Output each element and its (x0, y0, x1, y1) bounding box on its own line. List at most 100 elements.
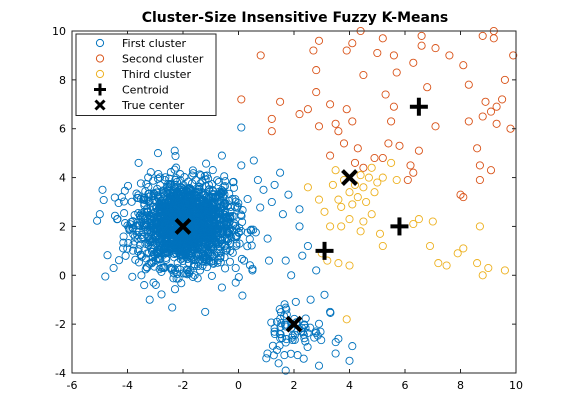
data-point-series-1 (237, 161, 246, 170)
data-point-series-1 (95, 210, 104, 219)
data-point-series-1 (204, 229, 213, 238)
data-point-series-1 (215, 209, 224, 218)
data-point-series-2 (378, 34, 387, 43)
data-point-series-1 (217, 283, 226, 292)
data-point-series-1 (175, 198, 185, 207)
data-point-series-1 (194, 213, 203, 222)
data-point-series-3 (362, 197, 371, 207)
data-point-series-3 (326, 222, 335, 231)
data-point-series-3 (337, 222, 346, 231)
data-point-series-2 (342, 46, 351, 55)
data-point-series-1 (201, 234, 210, 243)
data-point-series-1 (143, 218, 152, 227)
data-point-series-1 (215, 214, 224, 223)
data-point-series-1 (222, 236, 231, 245)
data-point-series-1 (110, 211, 120, 220)
data-point-series-1 (221, 264, 230, 273)
data-point-series-1 (221, 177, 230, 186)
legend-label: Third cluster (121, 68, 191, 81)
data-point-series-3 (337, 202, 346, 211)
data-point-series-1 (199, 251, 208, 260)
data-point-series-1 (195, 235, 204, 244)
data-point-series-1 (233, 203, 242, 212)
data-point-series-1 (207, 271, 216, 280)
data-point-series-1 (256, 203, 265, 212)
data-point-series-1 (140, 207, 149, 216)
data-point-series-1 (288, 335, 297, 345)
data-point-series-1 (267, 197, 276, 207)
data-point-series-3 (334, 259, 343, 268)
data-point-series-1 (216, 258, 225, 267)
data-point-series-2 (464, 117, 473, 126)
data-point-series-1 (120, 209, 129, 218)
x-tick-label: -6 (67, 379, 78, 392)
legend-label: Second cluster (122, 53, 204, 66)
data-point-series-2 (409, 168, 418, 177)
data-point-series-1 (238, 291, 247, 300)
data-point-series-1 (270, 327, 279, 336)
data-point-series-1 (163, 202, 172, 211)
data-point-series-3 (345, 261, 354, 270)
data-point-series-1 (277, 319, 286, 328)
chart-title: Cluster-Size Insensitive Fuzzy K-Means (142, 10, 449, 26)
data-point-series-1 (189, 169, 198, 178)
data-point-series-1 (114, 256, 124, 265)
data-point-series-1 (295, 222, 304, 231)
centroid-marker (315, 241, 334, 260)
data-point-series-2 (417, 41, 426, 50)
data-point-series-2 (312, 66, 321, 75)
data-point-series-1 (132, 189, 141, 198)
data-point-series-1 (221, 214, 231, 223)
data-point-series-3 (442, 261, 451, 270)
data-point-series-1 (109, 263, 118, 273)
data-point-series-1 (155, 255, 164, 264)
data-point-series-1 (243, 242, 252, 251)
data-point-series-2 (478, 112, 487, 121)
data-point-series-1 (204, 224, 213, 233)
data-point-series-1 (155, 222, 165, 231)
data-point-series-1 (223, 227, 232, 236)
data-point-series-1 (293, 351, 302, 360)
data-point-series-1 (119, 244, 128, 253)
data-point-series-1 (154, 169, 163, 179)
data-point-series-1 (221, 241, 230, 250)
data-point-series-3 (323, 256, 332, 265)
data-point-series-1 (194, 188, 203, 197)
data-point-series-2 (389, 51, 398, 60)
data-point-series-3 (378, 173, 387, 182)
legend-label: True center (121, 99, 185, 112)
data-point-series-1 (348, 342, 357, 351)
data-point-series-1 (235, 223, 244, 233)
data-point-series-1 (171, 248, 180, 257)
data-point-series-1 (146, 168, 155, 177)
true-center-marker (174, 218, 192, 235)
data-point-series-2 (464, 80, 473, 89)
data-point-series-1 (177, 279, 186, 288)
data-point-series-1 (170, 285, 180, 294)
data-point-series-3 (500, 266, 509, 275)
data-point-series-1 (137, 271, 146, 280)
data-point-series-1 (145, 259, 154, 268)
data-point-series-2 (500, 75, 509, 84)
data-point-series-1 (299, 354, 308, 363)
centroid-marker (409, 97, 428, 116)
data-point-series-3 (303, 183, 312, 192)
data-point-series-1 (123, 181, 133, 190)
data-point-series-2 (373, 48, 382, 58)
data-point-series-3 (414, 215, 423, 224)
data-point-series-1 (191, 176, 200, 185)
data-point-series-1 (157, 290, 166, 299)
data-point-series-1 (210, 199, 219, 208)
data-point-series-1 (184, 243, 193, 252)
data-point-series-1 (178, 232, 188, 241)
data-point-series-1 (157, 197, 166, 206)
data-point-series-2 (431, 44, 440, 53)
data-point-series-2 (384, 139, 393, 148)
data-point-series-1 (141, 187, 150, 196)
data-point-series-1 (187, 193, 196, 202)
data-point-series-1 (170, 146, 179, 155)
data-point-series-1 (134, 247, 143, 256)
data-point-series-1 (237, 211, 246, 221)
data-point-series-1 (207, 217, 216, 226)
data-point-series-1 (226, 207, 235, 216)
